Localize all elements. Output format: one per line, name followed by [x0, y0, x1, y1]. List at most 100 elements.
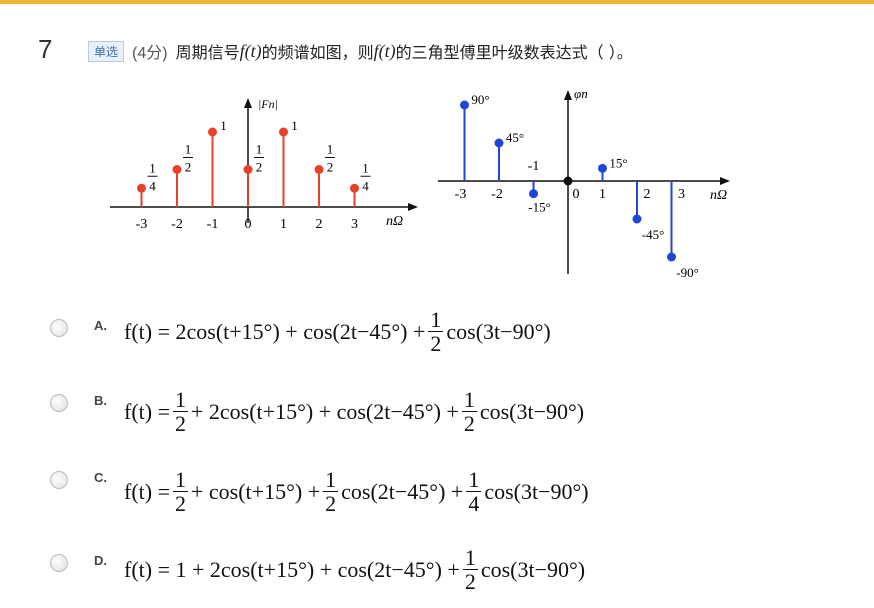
- frac-num: 1: [466, 467, 482, 493]
- phase-value-label: 15°: [609, 155, 627, 170]
- mag-stem-point: [279, 127, 288, 137]
- frac-den: 2: [464, 569, 476, 595]
- mag-value-num: 1: [185, 142, 192, 157]
- mag-value-num: 1: [256, 142, 263, 157]
- mag-value-den: 2: [185, 160, 192, 175]
- option-d-letter: D.: [94, 553, 107, 568]
- question-number: 7: [38, 34, 53, 64]
- question-stem-part-2: 的频谱如图，则: [261, 43, 374, 62]
- option-c-letter: C.: [94, 470, 107, 485]
- frac-num: 1: [428, 307, 444, 333]
- option-c[interactable]: C.: [50, 468, 107, 489]
- question-stem-part-1: 周期信号: [175, 43, 240, 62]
- option-b[interactable]: B.: [50, 391, 107, 412]
- phase-value-label: 45°: [506, 130, 524, 145]
- phase-x-tick-label: -2: [491, 187, 503, 202]
- mag-value-num: 1: [149, 160, 156, 175]
- top-accent-bar: [0, 0, 874, 4]
- phase-x-tick-label: -3: [455, 187, 467, 202]
- phase-x-tick-label: 2: [644, 187, 651, 202]
- mag-stem-point: [137, 183, 146, 193]
- option-b-text-1: f(t) =: [124, 398, 170, 424]
- question-score: (4分): [132, 45, 168, 62]
- option-d-text-2: cos(3t−90°): [480, 556, 586, 582]
- mag-value-den: 2: [256, 160, 263, 175]
- question-header: 单选 (4分) 周期信号 f(t) 的频谱如图，则 f(t) 的三角型傅里叶级数…: [88, 38, 633, 64]
- frac-den: 2: [463, 411, 475, 437]
- mag-value-den: 4: [362, 178, 369, 193]
- option-b-text-2: + 2cos(t+15°) + cos(2t−45°) +: [191, 398, 459, 424]
- option-a-radio[interactable]: [50, 319, 68, 337]
- mag-value-den: 2: [327, 160, 334, 175]
- phase-value-label: 90°: [471, 92, 489, 107]
- mag-value-label: 12: [254, 142, 264, 175]
- phase-x-tick-label: 3: [678, 187, 685, 202]
- mag-x-tick-label: -2: [171, 217, 183, 232]
- option-b-letter: B.: [94, 393, 107, 408]
- option-c-text-2: + cos(t+15°) +: [191, 478, 321, 504]
- frac-den: 2: [325, 491, 337, 517]
- mag-stem-point: [243, 165, 253, 174]
- phase-spectrum-chart: φn nΩ -3 90° -2 45° -1 -15° 0 1 15° 2 -45° 3 -90°: [438, 86, 730, 280]
- mag-x-label: nΩ: [386, 214, 403, 229]
- option-d[interactable]: D.: [50, 551, 107, 572]
- option-a-text-1: f(t) = 2cos(t+15°) + cos(2t−45°) +: [124, 318, 426, 344]
- option-d-formula: f(t) = 1 + 2cos(t+15°) + cos(2t−45°) + 1…: [124, 546, 585, 593]
- phase-stem-point: [632, 214, 642, 224]
- mag-value-den: 4: [149, 178, 156, 193]
- mag-value-label: 12: [325, 142, 335, 175]
- mag-value-num: 1: [362, 160, 369, 175]
- phase-x-label: nΩ: [710, 188, 727, 203]
- question-stem-ft-2: f(t): [373, 40, 396, 61]
- question-stem-ft-1: f(t): [239, 40, 262, 61]
- phase-stem-point: [529, 189, 538, 199]
- mag-value-label: 12: [183, 142, 193, 175]
- frac-den: 2: [175, 411, 186, 437]
- phase-value-label: -45°: [642, 227, 665, 242]
- mag-stem-point: [208, 127, 217, 137]
- option-a-letter: A.: [94, 318, 107, 333]
- option-a[interactable]: A.: [50, 316, 107, 337]
- phase-stem-point: [460, 100, 469, 110]
- mag-x-tick-label: -1: [207, 217, 219, 232]
- phase-x-tick-label: 1: [599, 187, 606, 202]
- mag-value-label: 14: [147, 160, 158, 193]
- phase-stem-point: [598, 163, 607, 173]
- option-d-text-1: f(t) = 1 + 2cos(t+15°) + cos(2t−45°) +: [124, 556, 460, 582]
- question-stem-part-3: 的三角型傅里叶级数表达式（ ）。: [395, 43, 633, 62]
- option-c-radio[interactable]: [50, 471, 68, 489]
- mag-x-arrow: [408, 203, 418, 211]
- phase-x-arrow: [720, 177, 730, 185]
- option-a-text-2: cos(3t−90°): [446, 318, 551, 344]
- frac-den: 2: [175, 491, 186, 517]
- frac-num: 1: [173, 467, 188, 493]
- mag-x-tick-label: -3: [136, 217, 148, 232]
- mag-stem-point: [314, 165, 324, 174]
- frac-num: 1: [461, 387, 477, 413]
- phase-x-tick-label: 0: [573, 187, 580, 202]
- option-b-text-3: cos(3t−90°): [479, 398, 585, 424]
- option-b-radio[interactable]: [50, 394, 68, 412]
- option-c-text-3: cos(2t−45°) +: [341, 478, 464, 504]
- option-d-radio[interactable]: [50, 554, 68, 572]
- phase-y-arrow: [564, 90, 572, 100]
- option-c-text-4: cos(3t−90°): [484, 478, 589, 504]
- phase-stem-point: [667, 252, 676, 262]
- frac-num: 1: [173, 387, 188, 413]
- phase-y-label: φn: [574, 86, 588, 101]
- phase-value-label: -90°: [676, 265, 699, 280]
- mag-x-tick-label: 2: [316, 217, 323, 232]
- phase-value-label: -15°: [528, 200, 551, 215]
- frac-den: 4: [468, 491, 480, 517]
- mag-x-tick-label: 3: [351, 217, 358, 232]
